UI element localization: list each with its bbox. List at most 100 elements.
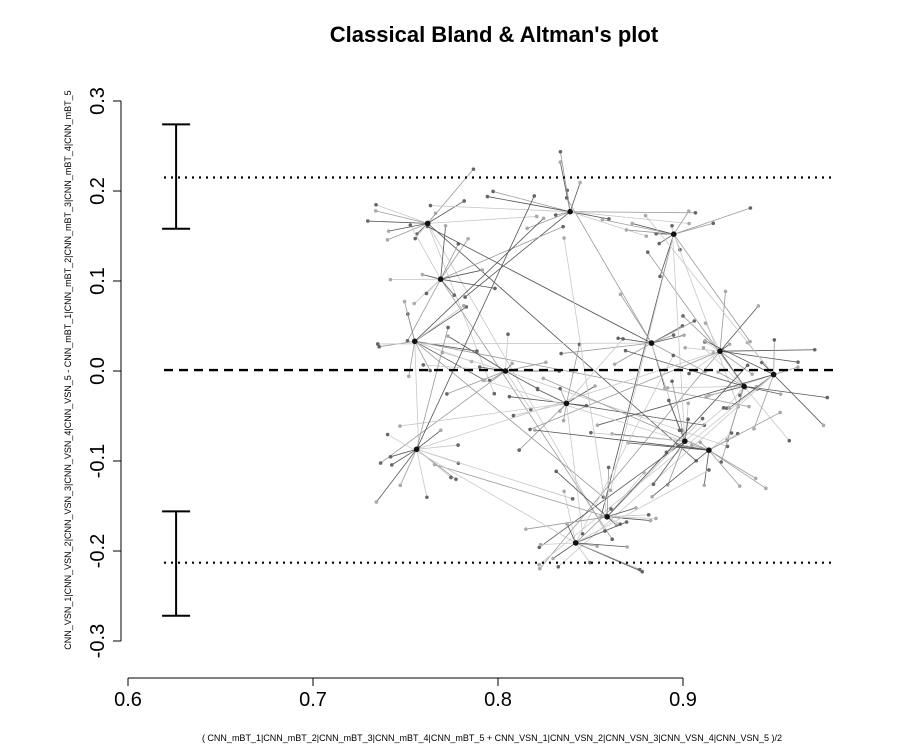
satellite-point (588, 560, 592, 565)
spoke-line (753, 374, 775, 429)
satellite-point (772, 338, 777, 342)
spoke-line (719, 305, 759, 352)
spoke-line (647, 251, 745, 387)
spoke-line (682, 315, 721, 352)
spoke-line (427, 226, 652, 344)
satellite-point (559, 351, 563, 356)
satellite-point (492, 391, 497, 396)
spoke-line (563, 491, 577, 543)
satellite-point (616, 336, 620, 341)
spoke-line (743, 386, 790, 441)
spoke-line (399, 449, 417, 486)
spoke-line (570, 211, 647, 237)
satellite-point (446, 334, 450, 338)
satellite-point (702, 423, 707, 428)
satellite-point (700, 416, 705, 421)
lower-loa-confidence-interval (162, 510, 191, 617)
spoke-line (555, 471, 608, 518)
satellite-point (385, 238, 390, 242)
centroid-point (741, 383, 747, 390)
spoke-line (375, 204, 428, 224)
satellite-point (654, 516, 658, 521)
spoke-line (590, 432, 685, 442)
satellite-point (510, 361, 514, 366)
satellite-point (558, 160, 563, 164)
satellite-point (670, 223, 674, 228)
spoke-line (653, 440, 686, 485)
x-axis-label: ( CNN_mBT_1|CNN_mBT_2|CNN_mBT_3|CNN_mBT_… (202, 733, 782, 743)
satellite-point (421, 363, 426, 367)
axes: 0.6 0.7 0.8 0.9 -0.3 -0.2 -0.1 0.0 0.1 0.2 0.3 (87, 87, 697, 711)
centroid-point (670, 231, 677, 237)
satellite-point (645, 250, 650, 254)
satellite-point (570, 497, 575, 501)
spoke-line (558, 374, 774, 568)
satellite-point (723, 289, 728, 294)
satellite-point (707, 468, 711, 472)
spoke-line (703, 450, 710, 486)
spoke-line (673, 233, 751, 342)
spoke-line (442, 352, 506, 372)
satellite-point (703, 321, 708, 326)
satellite-point (600, 217, 605, 222)
satellite-point (666, 398, 671, 403)
satellite-point (595, 544, 599, 549)
spoke-line (427, 223, 495, 394)
satellite-point (747, 404, 751, 409)
y-tick-label: -0.2 (87, 534, 109, 568)
satellite-point (796, 365, 800, 369)
satellite-point (532, 194, 537, 198)
spoke-line (719, 349, 815, 352)
spoke-line (673, 234, 739, 407)
spoke-line (446, 370, 506, 395)
spoke-line (518, 403, 567, 451)
y-tick-label: -0.3 (87, 624, 109, 658)
spoke-line (566, 403, 705, 426)
spoke-line (560, 151, 571, 212)
satellite-point (711, 221, 716, 226)
satellite-point (374, 202, 378, 207)
satellite-point (565, 522, 569, 526)
satellite-point (564, 196, 569, 200)
spoke-line (673, 222, 714, 235)
x-tick-label: 0.8 (484, 689, 512, 711)
satellite-point (461, 303, 466, 308)
spoke-line (614, 342, 652, 365)
satellite-point (607, 217, 611, 221)
spoke-line (440, 226, 564, 280)
satellite-point (561, 418, 566, 423)
satellite-point (428, 203, 433, 208)
spoke-line (708, 449, 740, 487)
plot-area (162, 123, 834, 617)
y-tick-label: -0.1 (87, 444, 109, 478)
spoke-line (540, 542, 576, 546)
spoke-line (404, 301, 416, 342)
satellite-point (612, 362, 617, 367)
y-tick-label: 0.1 (87, 267, 109, 295)
satellite-point (609, 507, 613, 511)
spoke-line (570, 211, 696, 214)
spoke-line (575, 508, 612, 544)
satellite-point (825, 395, 830, 400)
satellite-point (433, 211, 438, 216)
satellite-point (595, 423, 600, 427)
satellite-point (375, 342, 380, 346)
centroid-point (717, 348, 723, 355)
satellite-point (624, 228, 629, 232)
satellite-point (477, 365, 482, 369)
spoke-line (607, 516, 656, 519)
spoke-line (708, 412, 781, 451)
spoke-line (427, 223, 697, 462)
spoke-line (563, 403, 567, 421)
satellite-point (623, 348, 628, 353)
satellite-point (624, 520, 629, 524)
spoke-line (447, 335, 506, 372)
spoke-line (388, 223, 428, 232)
spoke-line (566, 344, 580, 404)
spoke-line (575, 469, 710, 544)
satellite-point (551, 556, 555, 561)
spoke-line (414, 340, 750, 408)
spoke-line (538, 374, 774, 566)
spoke-line (597, 374, 774, 426)
satellite-point (562, 489, 566, 494)
